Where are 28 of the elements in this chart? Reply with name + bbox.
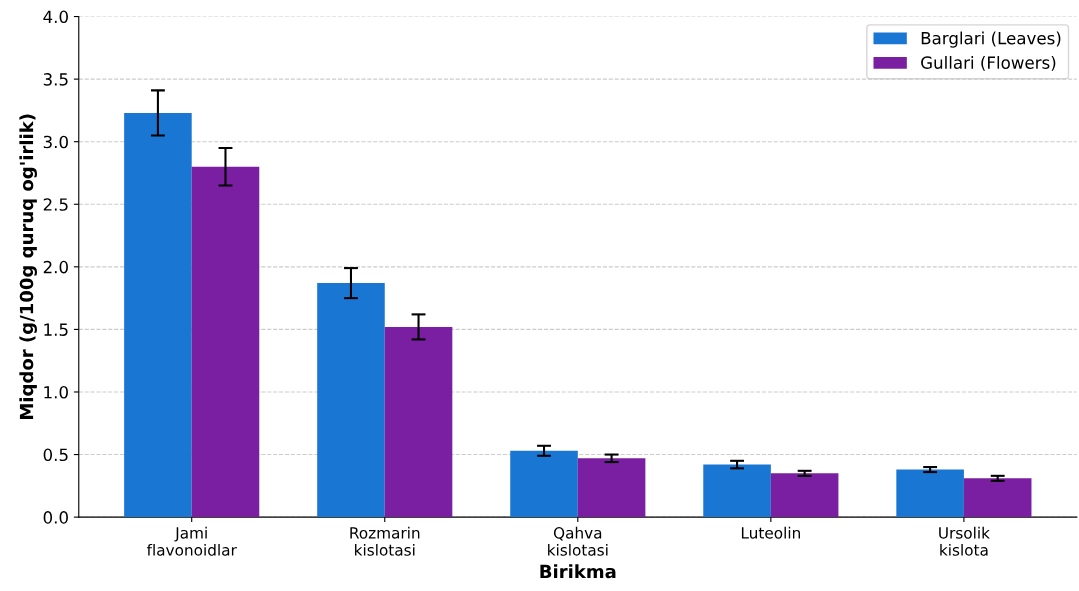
y-tick-label: 0.5 [43,448,68,462]
bar [317,283,385,518]
bar [577,458,646,518]
y-tick-label: 0.0 [43,511,68,524]
y-tick-label: 3.5 [43,73,68,86]
y-tick-label: 3.0 [43,135,68,149]
bar [384,326,453,518]
y-tick-label: 1.5 [44,323,68,336]
bar [963,478,1032,518]
bar [703,464,771,518]
x-axis-title: Birikma [540,564,616,579]
legend-label: Gullari (Flowers) [921,56,1056,71]
bar [770,473,839,518]
y-tick-label: 4.0 [43,10,68,24]
y-tick-label: 2.0 [43,260,68,274]
bar [124,112,192,518]
bar [896,469,964,518]
x-tick-label: Qahva kislotasi [548,526,608,556]
x-tick-label: Rozmarin kislotasi [350,526,420,556]
bar [191,166,260,518]
legend-label: Barglari (Leaves) [921,31,1061,48]
x-tick-label: Luteolin [741,526,800,539]
x-tick-label: Ursolik kislota [939,526,990,556]
bar [510,450,578,518]
y-axis-title: Miqdor (g/100g quruq og'irlik) [19,114,37,419]
y-tick-label: 2.5 [43,198,68,211]
x-tick-label: Jami flavonoidlar [146,526,237,556]
y-tick-label: 1.0 [44,385,68,399]
